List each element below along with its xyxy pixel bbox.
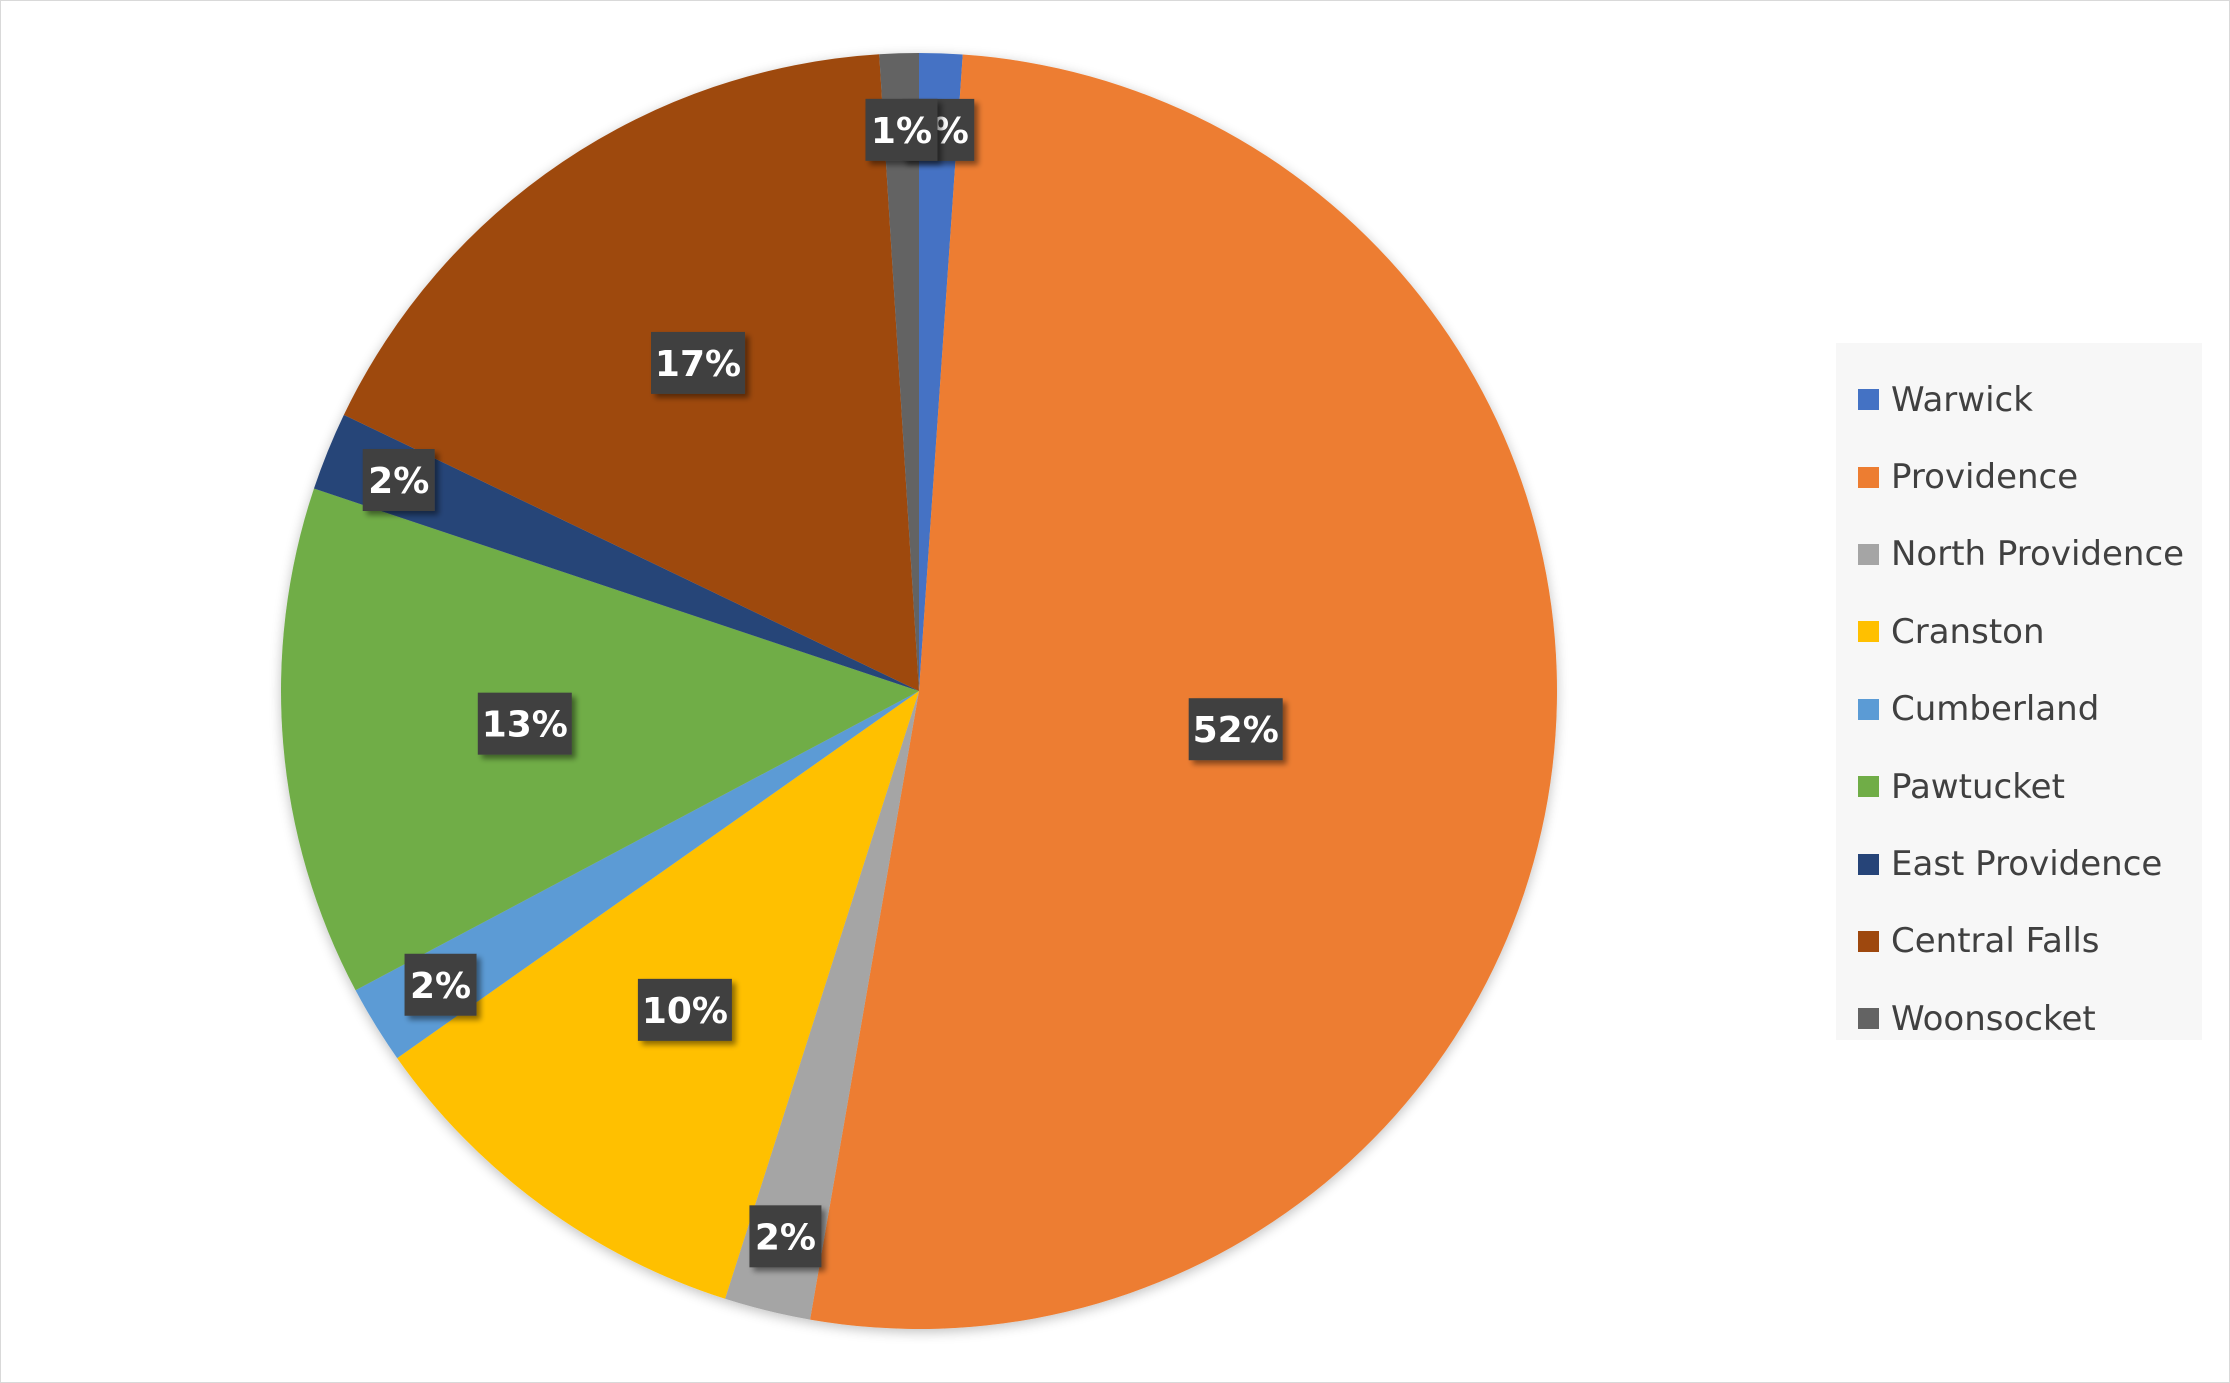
data-label-text: 2% xyxy=(755,1217,816,1258)
legend-label: North Providence xyxy=(1891,534,2185,575)
data-label-text: 1% xyxy=(871,111,932,152)
legend-swatch xyxy=(1858,930,1879,952)
pie-slice-central-falls xyxy=(343,54,919,691)
legend-swatch xyxy=(1858,621,1879,643)
data-label-text: 10% xyxy=(642,991,728,1032)
data-label-text: 52% xyxy=(1193,710,1279,751)
data-label-woonsocket: 1% xyxy=(865,98,938,161)
legend-label: Central Falls xyxy=(1891,921,2100,962)
legend-item-north-providence: North Providence xyxy=(1836,516,2202,593)
legend-item-cumberland: Cumberland xyxy=(1836,671,2202,748)
data-label-text: 17% xyxy=(655,344,741,385)
legend-item-cranston: Cranston xyxy=(1836,593,2202,670)
data-label-east-providence: 2% xyxy=(362,448,435,511)
data-label-box xyxy=(1188,698,1283,761)
data-label-box xyxy=(477,692,572,755)
legend-label: Cumberland xyxy=(1891,689,2100,730)
pie-slices xyxy=(281,53,1557,1330)
legend-label: Pawtucket xyxy=(1891,766,2065,807)
data-label-pawtucket: 13% xyxy=(477,692,572,755)
legend-swatch xyxy=(1858,1008,1879,1030)
pie-slice-pawtucket xyxy=(281,488,919,991)
legend-label: East Providence xyxy=(1891,844,2163,885)
legend-swatch xyxy=(1858,543,1879,565)
data-label-cranston: 10% xyxy=(637,978,732,1041)
legend-item-central-falls: Central Falls xyxy=(1836,903,2202,980)
data-label-central-falls: 17% xyxy=(651,331,746,394)
legend-swatch xyxy=(1858,853,1879,875)
data-label-box xyxy=(749,1205,822,1268)
legend-item-woonsocket: Woonsocket xyxy=(1836,980,2202,1057)
legend-label: Providence xyxy=(1891,457,2079,498)
legend-swatch xyxy=(1858,466,1879,488)
data-label-north-providence: 2% xyxy=(749,1205,822,1268)
legend-item-providence: Providence xyxy=(1836,438,2202,515)
pie-slice-warwick xyxy=(919,53,963,691)
data-label-text: 2% xyxy=(410,966,471,1007)
data-label-box xyxy=(362,448,435,511)
pie-slice-north-providence xyxy=(725,691,919,1320)
pie-slice-east-providence xyxy=(313,414,919,691)
legend-item-pawtucket: Pawtucket xyxy=(1836,748,2202,825)
legend-swatch xyxy=(1858,698,1879,720)
data-label-text: 13% xyxy=(482,705,568,746)
data-label-box xyxy=(865,98,938,161)
data-label-providence: 52% xyxy=(1188,698,1283,761)
data-label-text: 2% xyxy=(368,461,429,502)
legend-label: Woonsocket xyxy=(1891,998,2096,1039)
data-labels: 1%52%2%10%2%13%2%17%1% xyxy=(362,98,1283,1268)
data-label-box xyxy=(404,953,477,1016)
legend: Warwick Providence North Providence Cransto… xyxy=(1836,343,2202,1040)
pie-slice-woonsocket xyxy=(879,53,919,691)
legend-item-warwick: Warwick xyxy=(1836,361,2202,438)
data-label-box xyxy=(651,331,746,394)
legend-swatch xyxy=(1858,776,1879,798)
legend-label: Warwick xyxy=(1891,379,2033,420)
legend-item-east-providence: East Providence xyxy=(1836,825,2202,902)
pie-slice-cumberland xyxy=(355,691,919,1059)
data-label-cumberland: 2% xyxy=(404,953,477,1016)
legend-label: Cranston xyxy=(1891,611,2045,652)
pie-slice-providence xyxy=(810,54,1557,1330)
legend-swatch xyxy=(1858,389,1879,411)
data-label-box xyxy=(637,978,732,1041)
